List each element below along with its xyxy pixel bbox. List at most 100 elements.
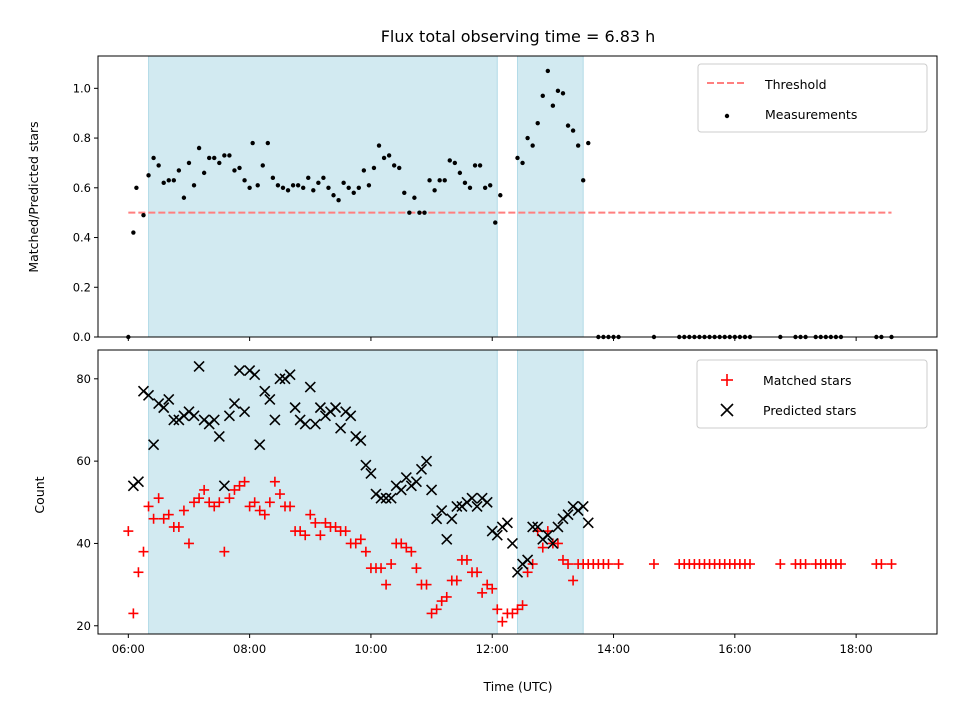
measurement-point: [326, 185, 331, 190]
matched-point: [648, 559, 659, 570]
legend-matched-label: Matched stars: [763, 373, 851, 388]
matched-point: [194, 493, 205, 504]
measurement-point: [366, 183, 372, 188]
measurement-point: [397, 165, 402, 171]
measurement-point: [280, 185, 286, 190]
measurement-point: [442, 178, 447, 183]
matched-point: [133, 567, 144, 578]
measurement-point: [151, 155, 156, 161]
x-tick-label: 12:00: [476, 642, 509, 656]
measurement-point: [134, 185, 139, 190]
matched-point: [138, 546, 149, 557]
predicted-point: [395, 484, 407, 496]
matched-point: [274, 489, 285, 500]
predicted-point: [527, 521, 539, 533]
predicted-point: [446, 513, 458, 525]
predicted-point: [309, 418, 321, 430]
ratio-shaded-interval-1: [517, 55, 584, 338]
matched-point: [744, 559, 755, 570]
matched-point: [224, 493, 235, 504]
predicted-point: [385, 492, 397, 504]
matched-point: [123, 526, 134, 537]
measurement-point: [285, 188, 291, 193]
matched-point: [613, 559, 624, 570]
count-panel: 20 40 60 80 06:00 08:00 10:00 12:00 14:00 16:00 1…: [32, 349, 938, 694]
matched-point: [229, 484, 240, 495]
predicted-point: [426, 484, 438, 496]
measurement-point: [575, 143, 581, 148]
legend-measurements-swatch: [724, 113, 730, 119]
predicted-point: [284, 369, 296, 381]
count-y-axis-label: Count: [32, 476, 47, 513]
matched-point: [411, 563, 422, 574]
ratio-x-ticks: [127, 337, 857, 341]
x-tick-label: 06:00: [112, 642, 145, 656]
ratio-y-tick-label: 0.0: [73, 330, 91, 344]
measurement-point: [540, 93, 545, 98]
predicted-point: [466, 492, 478, 504]
x-tick-label: 16:00: [718, 642, 751, 656]
measurement-point: [550, 103, 556, 108]
matched-point: [295, 526, 306, 537]
matched-point: [214, 497, 225, 508]
measurement-point: [141, 212, 146, 218]
measurement-point: [581, 178, 586, 183]
predicted-point: [329, 402, 342, 414]
matched-point: [128, 608, 139, 619]
matched-point: [800, 559, 811, 570]
measurement-point: [206, 155, 212, 161]
measurement-point: [255, 183, 260, 188]
predicted-point: [193, 360, 205, 373]
matched-point: [143, 501, 154, 512]
predicted-point: [431, 513, 443, 525]
count-x-axis-label: Time (UTC): [482, 679, 552, 694]
ratio-panel: 0.0 0.2 0.4 0.6 0.8 1.0 Matched/Predicted sta…: [26, 55, 938, 344]
matched-point: [209, 501, 220, 512]
matched-point: [376, 563, 387, 574]
matched-point: [512, 604, 523, 615]
matched-point: [315, 530, 326, 541]
matched-point: [386, 559, 397, 570]
matched-point: [199, 484, 210, 495]
predicted-point: [223, 410, 235, 422]
measurement-point: [275, 183, 281, 188]
predicted-point: [355, 434, 367, 447]
measurement-point: [247, 185, 252, 190]
ratio-y-tick-label: 0.2: [73, 280, 91, 294]
matched-point: [254, 505, 265, 516]
count-shaded-intervals: [148, 349, 584, 635]
predicted-point: [562, 509, 574, 521]
measurement-point: [412, 195, 417, 200]
ratio-y-tick-label: 0.6: [73, 181, 91, 195]
count-y-tick-label: 20: [76, 619, 91, 633]
predicted-point: [501, 517, 513, 529]
predicted-point: [142, 389, 155, 401]
measurement-point: [222, 153, 227, 158]
matched-point: [441, 591, 452, 602]
measurement-point: [530, 143, 535, 148]
predicted-point: [335, 422, 347, 434]
matched-point: [239, 476, 250, 487]
measurement-point: [381, 155, 387, 161]
predicted-point: [451, 500, 463, 512]
matched-point: [482, 579, 493, 590]
matched-point: [305, 509, 316, 520]
count-y-ticks: 20 40 60 80: [76, 372, 98, 633]
predicted-point: [168, 414, 180, 426]
measurement-point: [361, 168, 367, 173]
figure-title: Flux total observing time = 6.83 h: [381, 27, 656, 46]
measurement-point: [452, 160, 458, 166]
predicted-point: [148, 439, 160, 451]
measurement-point: [156, 163, 161, 168]
matched-point: [426, 608, 437, 619]
matched-point: [492, 604, 503, 615]
measurement-point: [402, 190, 407, 195]
ratio-axes-frame: [97, 55, 938, 338]
ratio-shaded-intervals: [148, 55, 584, 338]
measurement-point: [290, 183, 296, 188]
measurement-point: [232, 168, 237, 173]
measurement-point: [482, 185, 488, 190]
matched-point: [158, 513, 169, 524]
predicted-point: [365, 467, 377, 480]
